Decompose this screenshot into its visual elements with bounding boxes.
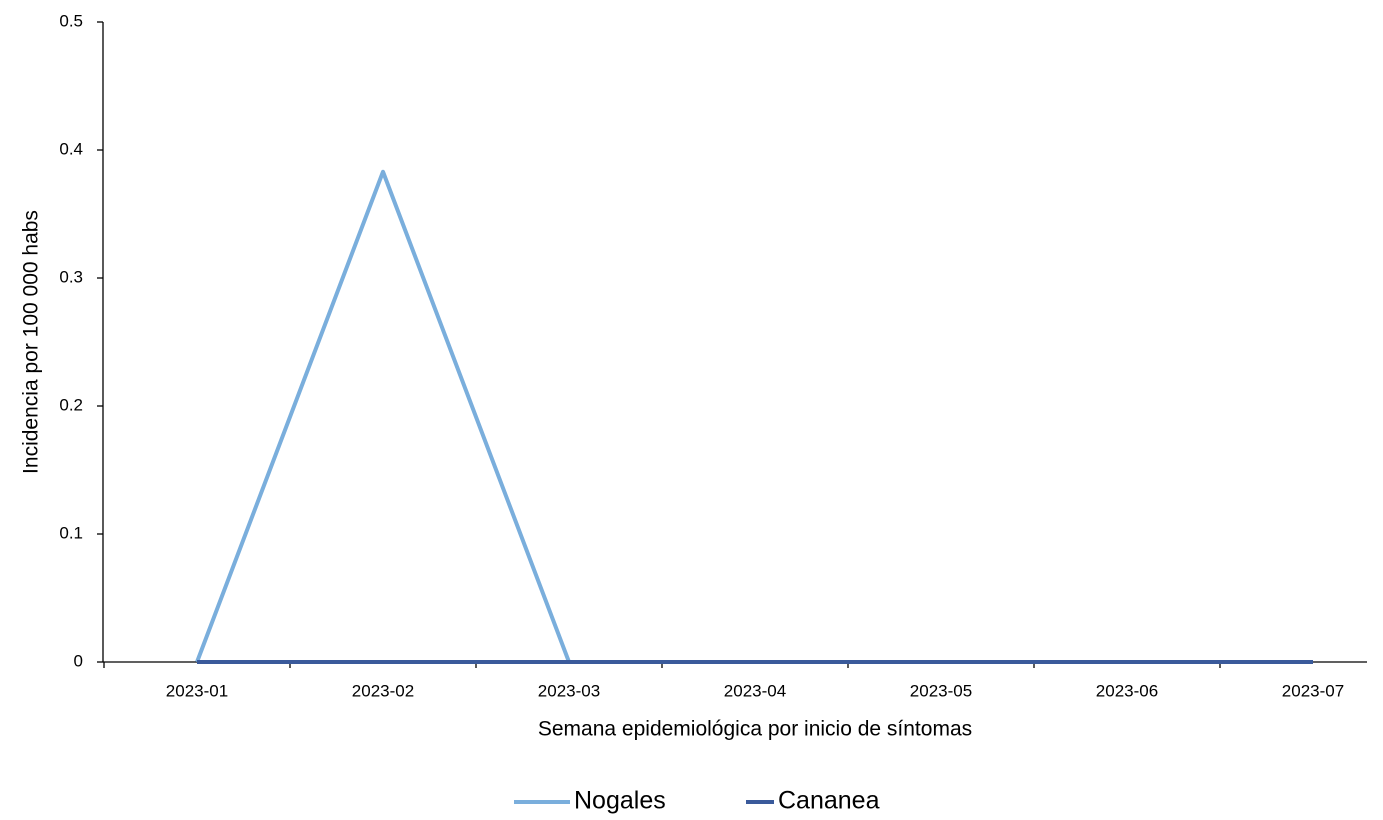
series-line <box>195 169 1313 664</box>
x-tick-label: 2023-07 <box>1282 681 1344 700</box>
legend-label: Cananea <box>778 787 880 815</box>
x-tick-label: 2023-06 <box>1096 681 1158 700</box>
legend-label: Nogales <box>574 787 666 815</box>
y-tick-label: 0.1 <box>59 523 83 542</box>
y-axis-label: Incidencia por 100 000 habs <box>20 210 43 474</box>
x-axis-label: Semana epidemiológica por inicio de sínt… <box>538 718 972 741</box>
y-tick-label: 0.3 <box>59 267 83 286</box>
x-tick-label: 2023-03 <box>538 681 600 700</box>
y-tick-label: 0.5 <box>59 11 83 30</box>
x-tick-label: 2023-01 <box>166 681 228 700</box>
x-tick-label: 2023-05 <box>910 681 972 700</box>
y-tick-label: 0.2 <box>59 395 83 414</box>
x-tick-label: 2023-04 <box>724 681 786 700</box>
x-tick-label: 2023-02 <box>352 681 414 700</box>
y-tick-label: 0 <box>74 651 83 670</box>
y-tick-label: 0.4 <box>59 139 83 158</box>
